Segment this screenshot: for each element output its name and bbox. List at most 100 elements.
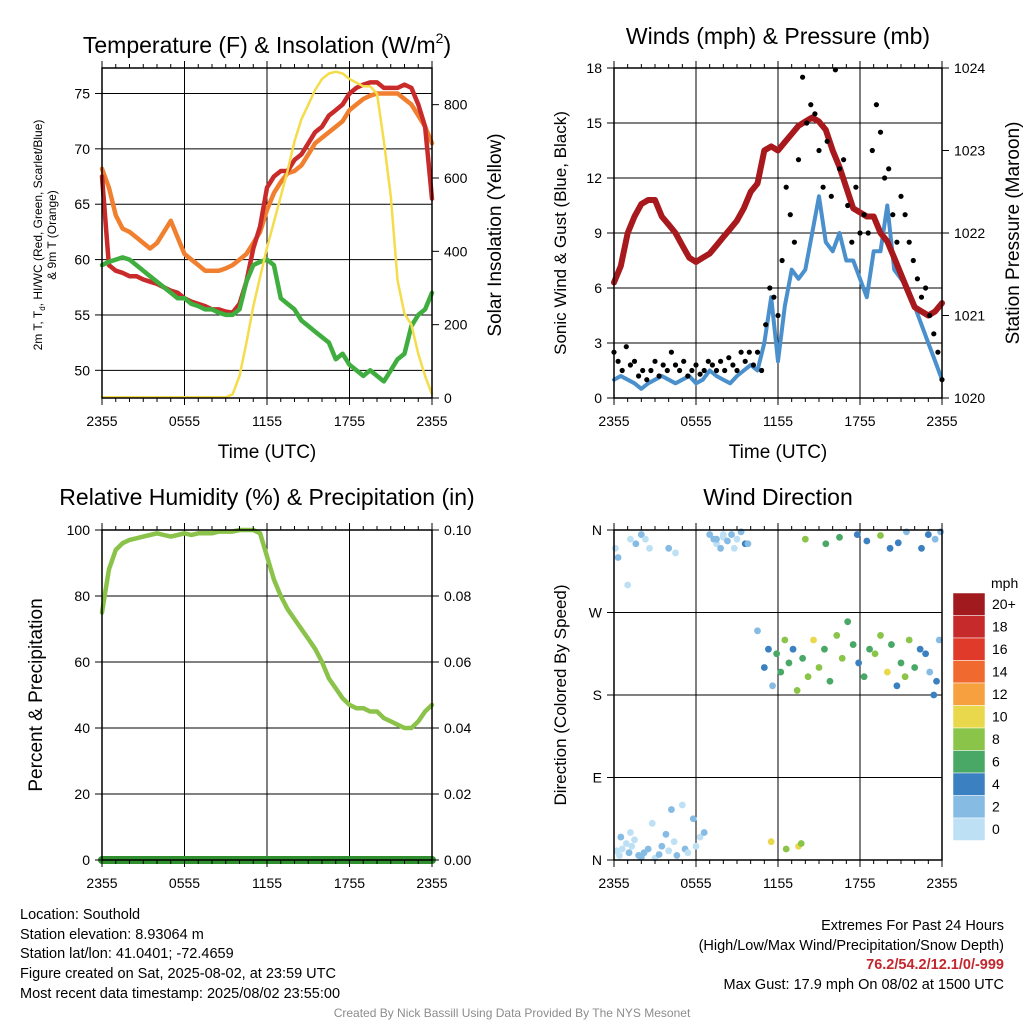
gust-point	[804, 120, 810, 126]
direction-point	[877, 532, 884, 539]
y2-tick-label: 0.08	[444, 588, 471, 604]
direction-point	[648, 819, 656, 827]
latlon-text: Station lat/lon: 41.0401; -72.4659	[20, 946, 234, 963]
gust-point	[873, 102, 880, 108]
gust-point	[771, 294, 777, 300]
x-tick-label: 1155	[252, 875, 282, 891]
direction-point	[801, 535, 809, 543]
direction-point	[821, 645, 828, 653]
gust-point	[713, 367, 720, 374]
direction-point	[853, 531, 861, 538]
x-tick-label: 2355	[86, 875, 117, 891]
direction-point	[627, 535, 634, 543]
gust-point	[906, 239, 912, 245]
direction-point	[765, 645, 772, 653]
direction-point	[678, 801, 686, 809]
direction-point	[833, 632, 841, 639]
gust-point	[759, 367, 765, 374]
direction-point	[717, 544, 724, 552]
direction-point	[728, 531, 735, 538]
station-info: Location: Southold Station elevation: 8.…	[20, 906, 340, 1005]
direction-point	[860, 673, 868, 681]
direction-point	[911, 664, 919, 671]
x-tick-label: 1155	[763, 875, 793, 891]
colorbar-swatch	[952, 817, 986, 841]
gust-point	[644, 377, 650, 383]
direction-point	[804, 673, 812, 681]
gust-point	[640, 367, 646, 374]
chart-title: Relative Humidity (%) & Precipitation (i…	[59, 484, 474, 510]
colorbar-label: 4	[992, 776, 1000, 792]
direction-point	[826, 677, 834, 685]
direction-point	[662, 830, 670, 838]
gust-point	[652, 358, 658, 364]
direction-point	[933, 677, 940, 685]
direction-point	[684, 849, 692, 857]
y-axis-label: Percent & Precipitation	[26, 598, 47, 791]
direction-point	[855, 659, 863, 667]
y-tick-label: 12	[586, 170, 602, 186]
gust-point	[660, 362, 666, 368]
gust-point	[705, 358, 711, 364]
direction-point	[665, 544, 673, 552]
gust-point	[631, 358, 638, 364]
gust-point	[718, 358, 724, 364]
y2-axis-label: Solar Insolation (Yellow)	[485, 133, 506, 336]
y-axis-label: Sonic Wind & Gust (Blue, Black)	[551, 111, 570, 355]
x-tick-label: 2355	[598, 413, 629, 429]
colorbar-label: 14	[992, 664, 1008, 680]
gust-point	[701, 367, 707, 374]
gust-point	[681, 358, 687, 364]
direction-point	[888, 641, 895, 648]
x-tick-label: 0555	[680, 413, 711, 429]
gust-point	[738, 349, 744, 355]
y2-tick-label: 1022	[954, 225, 985, 241]
y2-tick-label: 0.10	[444, 522, 471, 538]
y-axis-label: Direction (Colored By Speed)	[551, 584, 570, 805]
y-axis-label-part: & 9m T (Orange)	[45, 190, 59, 280]
y-tick-label: 80	[74, 588, 90, 604]
direction-point	[877, 632, 884, 639]
y-tick-label: 100	[67, 522, 91, 538]
gust-point	[935, 349, 941, 355]
wdir-chart: 2355 0555 1155 1755 2355 N E S W N Wind Direction D…	[551, 484, 1018, 891]
direction-point	[713, 535, 720, 543]
direction-point	[706, 531, 714, 538]
gust-point	[750, 362, 757, 368]
y-tick-label: S	[593, 687, 602, 703]
y2-tick-label: 200	[444, 317, 468, 333]
y-tick-label: E	[593, 770, 602, 786]
x-tick-label: 2355	[416, 413, 447, 429]
y-tick-label: N	[592, 852, 602, 868]
gust-point	[787, 212, 793, 218]
direction-point	[646, 544, 653, 552]
gust-point	[898, 193, 904, 199]
colorbar-label: 18	[992, 619, 1008, 635]
gust-point	[697, 371, 703, 377]
gust-point	[775, 312, 781, 319]
direction-point	[797, 840, 805, 847]
y-tick-label: 0	[82, 852, 90, 868]
direction-point	[769, 682, 776, 690]
direction-point	[668, 806, 675, 813]
gust-point	[779, 257, 785, 264]
y-tick-label: 0	[594, 390, 602, 406]
gust-point	[849, 239, 855, 245]
direction-point	[931, 535, 939, 543]
direction-point	[658, 842, 666, 850]
gust-point	[656, 373, 662, 379]
direction-point	[632, 540, 640, 548]
gust-point	[763, 322, 769, 328]
gust-point	[820, 184, 826, 190]
gust-point	[865, 230, 871, 236]
direction-point	[689, 815, 697, 823]
direction-point	[883, 668, 891, 676]
x-tick-label: 1755	[844, 413, 875, 429]
extremes-legend: (High/Low/Max Wind/Precipitation/Snow De…	[698, 937, 1004, 954]
direction-point	[789, 645, 797, 653]
y-tick-label: N	[592, 522, 602, 538]
x-tick-label: 1155	[252, 413, 282, 429]
temp-chart: 2355 0555 1155 1755 2355 50 55 60 65 70 75 0 200 400 6…	[31, 30, 506, 463]
gust-point	[910, 257, 916, 264]
